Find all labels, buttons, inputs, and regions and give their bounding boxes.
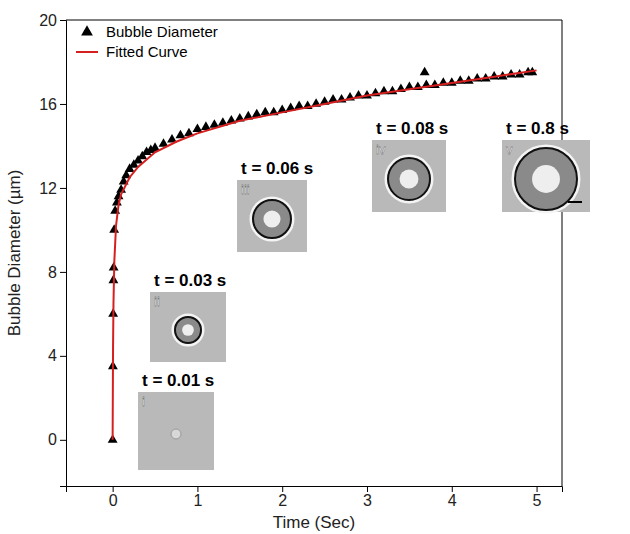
inset-image bbox=[138, 392, 214, 470]
y-tick-mark bbox=[60, 440, 66, 441]
y-tick: 12 bbox=[39, 180, 66, 197]
x-tick: 4 bbox=[448, 486, 457, 509]
y-tick-mark bbox=[60, 356, 66, 357]
y-tick-label: 16 bbox=[39, 96, 57, 113]
scale-bar bbox=[568, 201, 582, 203]
inset: iii t = 0.06 s bbox=[237, 159, 313, 252]
y-tick: 16 bbox=[39, 96, 66, 113]
inset: v t = 0.8 s bbox=[502, 119, 590, 212]
data-point bbox=[420, 67, 430, 76]
x-tick-mark bbox=[113, 486, 114, 492]
legend-swatch bbox=[76, 51, 98, 53]
bubble-core bbox=[400, 170, 419, 189]
y-tick-label: 8 bbox=[48, 264, 57, 281]
inset-time: t = 0.08 s bbox=[376, 119, 448, 138]
bubble-halo bbox=[251, 198, 293, 240]
inset: i t = 0.01 s bbox=[138, 371, 214, 470]
legend-swatch bbox=[81, 25, 93, 35]
x-tick-label: 2 bbox=[278, 492, 287, 509]
y-axis: 0 4 8 12 16 20 bbox=[39, 12, 66, 487]
legend-label: Bubble Diameter bbox=[106, 23, 218, 40]
inset: ii t = 0.03 s bbox=[150, 271, 226, 362]
x-tick-mark bbox=[197, 486, 198, 492]
x-tick-label: 5 bbox=[533, 492, 542, 509]
inset-image bbox=[372, 140, 446, 212]
fitted-curve bbox=[113, 70, 537, 439]
legend: Bubble Diameter Fitted Curve bbox=[76, 23, 218, 60]
frame bbox=[562, 20, 563, 486]
y-tick-mark bbox=[60, 20, 66, 21]
y-tick-mark bbox=[60, 272, 66, 273]
bubble-halo bbox=[173, 315, 203, 345]
x-tick-mark bbox=[452, 486, 453, 492]
inset: iv t = 0.08 s bbox=[372, 119, 448, 212]
y-axis-line bbox=[60, 21, 67, 487]
x-axis-line bbox=[67, 487, 563, 493]
x-tick: 1 bbox=[193, 486, 202, 509]
inset-image bbox=[150, 292, 226, 362]
frame bbox=[66, 20, 562, 21]
y-tick-label: 20 bbox=[39, 12, 57, 29]
inset-time: t = 0.01 s bbox=[142, 371, 214, 390]
x-tick-mark bbox=[537, 486, 538, 492]
x-tick: 0 bbox=[109, 486, 118, 509]
y-axis-title: Bubble Diameter (µm) bbox=[5, 170, 24, 337]
inset-time: t = 0.8 s bbox=[506, 119, 569, 138]
bubble-core bbox=[263, 210, 280, 227]
y-tick: 4 bbox=[48, 347, 66, 364]
y-tick-mark bbox=[60, 188, 66, 189]
inset-label: iv bbox=[376, 142, 386, 157]
y-tick-label: 0 bbox=[48, 431, 57, 448]
x-tick: 2 bbox=[278, 486, 287, 509]
bubble-core bbox=[182, 324, 194, 336]
legend-label: Fitted Curve bbox=[106, 43, 188, 60]
bubble-image bbox=[171, 429, 181, 439]
y-tick-label: 4 bbox=[48, 347, 57, 364]
bubble-halo bbox=[386, 156, 432, 202]
bubble-image bbox=[515, 148, 577, 210]
inset-label: ii bbox=[154, 294, 160, 309]
y-tick: 8 bbox=[48, 264, 66, 281]
x-tick-mark bbox=[367, 486, 368, 492]
x-tick-label: 1 bbox=[193, 492, 202, 509]
x-tick-label: 3 bbox=[363, 492, 372, 509]
y-tick-mark bbox=[60, 104, 66, 105]
bubble-image bbox=[388, 158, 430, 200]
y-tick-label: 12 bbox=[39, 180, 57, 197]
inset-image bbox=[502, 140, 590, 212]
inset-label: iii bbox=[241, 182, 250, 197]
x-tick-mark bbox=[282, 486, 283, 492]
inset-image bbox=[237, 180, 307, 252]
x-tick-label: 4 bbox=[448, 492, 457, 509]
y-tick: 20 bbox=[39, 12, 66, 29]
data-point bbox=[260, 107, 270, 116]
data-point bbox=[176, 130, 186, 139]
x-axis: 0 1 2 3 4 5 bbox=[67, 486, 563, 509]
data-point bbox=[192, 123, 202, 132]
bubble-core bbox=[532, 165, 560, 193]
data-point bbox=[109, 224, 119, 233]
inset-time: t = 0.06 s bbox=[241, 159, 313, 178]
x-tick: 3 bbox=[363, 486, 372, 509]
x-tick: 5 bbox=[533, 486, 542, 509]
x-axis-title: Time (Sec) bbox=[273, 513, 356, 532]
inset-label: i bbox=[142, 394, 145, 409]
insets: i t = 0.01 s ii t = 0.03 s iii t = 0.06 s iv t … bbox=[138, 119, 590, 470]
y-tick: 0 bbox=[48, 431, 66, 448]
x-tick-label: 0 bbox=[109, 492, 118, 509]
marks bbox=[108, 67, 538, 443]
data-point bbox=[201, 121, 211, 130]
inset-time: t = 0.03 s bbox=[154, 271, 226, 290]
bubble-image bbox=[253, 200, 291, 238]
chart: 012345048121620Time (Sec)Bubble Diameter… bbox=[0, 0, 630, 534]
bubble-image bbox=[175, 317, 201, 343]
inset-label: v bbox=[506, 142, 513, 157]
